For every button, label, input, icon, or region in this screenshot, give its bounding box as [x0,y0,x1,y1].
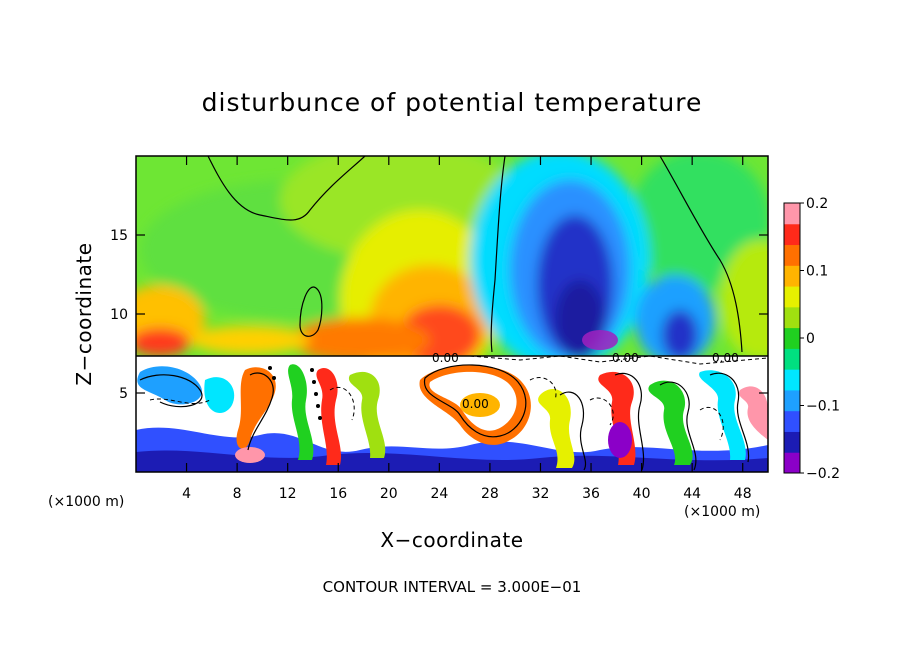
x-tick-label: 4 [182,486,191,502]
y-tick-label: 10 [110,307,128,323]
x-tick-label: 8 [233,486,242,502]
x-unit-left: (×1000 m) [48,494,124,510]
x-tick-label: 12 [279,486,297,502]
x-unit-right: (×1000 m) [684,504,760,520]
colorbar-cell [784,286,800,308]
y-axis-label: Z−coordinate [72,242,96,385]
colorbar-cell [784,223,800,246]
chart-title: disturbunce of potential temperature [202,88,703,117]
contour-label-3: 0.00 [712,351,739,365]
x-tick-label: 36 [582,486,600,502]
x-tick-label: 40 [633,486,651,502]
colorbar-tick-label: 0.2 [806,196,828,212]
y-axis-ticks: 5 10 15 [110,228,768,402]
x-axis-label: X−coordinate [380,528,523,552]
colorbar-cell [784,265,800,287]
contour-label-4: 0.00 [462,397,489,411]
contour-label-2: 0.00 [612,351,639,365]
y-tick-label: 15 [110,228,128,244]
x-tick-label: 24 [430,486,448,502]
colorbar-cell [784,369,800,391]
colorbar: 0.2 0.1 0 −0.1 −0.2 [783,196,840,482]
colorbar-cell [784,244,800,266]
x-axis-ticks: 4 8 12 16 20 24 28 32 36 40 44 48 [182,156,752,502]
colorbar-cell [784,203,800,225]
x-tick-label: 48 [734,486,752,502]
x-tick-label: 32 [532,486,550,502]
x-tick-label: 20 [380,486,398,502]
contour-interval-note: CONTOUR INTERVAL = 3.000E−01 [323,578,582,596]
colorbar-tick-label: 0 [806,331,815,347]
colorbar-cell [784,452,800,474]
colorbar-tick-label: −0.1 [806,399,840,415]
plot-area [136,156,768,472]
colorbar-cell [784,431,800,453]
colorbar-ticks: 0.2 0.1 0 −0.1 −0.2 [800,196,840,482]
colorbar-cells [784,203,800,474]
x-tick-label: 28 [481,486,499,502]
colorbar-cell [784,306,800,329]
colorbar-cell [784,348,800,370]
y-tick-label: 5 [119,386,128,402]
contour-label-1: 0.00 [432,351,459,365]
colorbar-tick-label: −0.2 [806,466,840,482]
colorbar-tick-label: 0.1 [806,264,828,280]
x-tick-label: 16 [329,486,347,502]
colorbar-cell [784,327,800,349]
colorbar-cell [784,389,800,412]
x-tick-label: 44 [683,486,701,502]
colorbar-cell [784,410,800,432]
